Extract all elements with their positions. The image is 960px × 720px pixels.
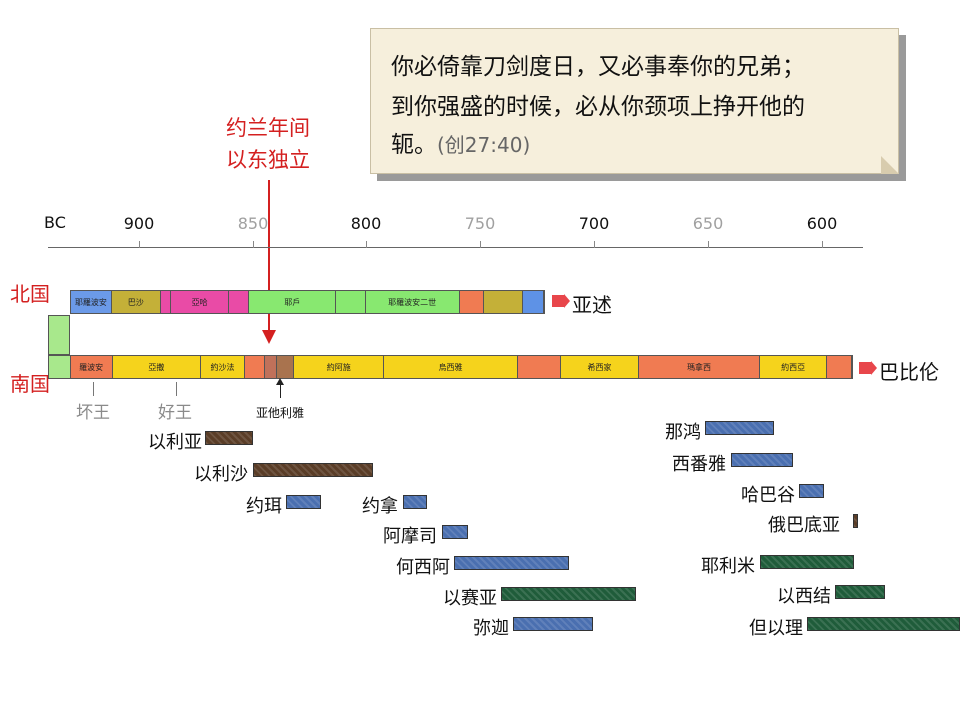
north-reign-segment: [160, 291, 172, 313]
prophet-name: 何西阿: [396, 557, 450, 578]
axis-tick-label: 900: [123, 214, 155, 233]
north-destination: 亚述: [572, 293, 612, 317]
event-line: [268, 180, 270, 330]
quote-note: 你必倚靠刀剑度日，又必事奉你的兄弟； 到你强盛的时候，必从你颈项上挣开他的 轭。…: [370, 28, 899, 174]
quote-line-2: 到你强盛的时候，必从你颈项上挣开他的: [391, 94, 805, 120]
prophet-name: 以西结: [777, 586, 831, 607]
prophet-name: 那鸿: [665, 422, 701, 443]
axis-tick-mark: [480, 241, 481, 248]
south-reign-segment: 約沙法: [200, 356, 246, 378]
south-reign-segment: 烏西雅: [384, 356, 518, 378]
axis-tick-mark: [366, 241, 367, 248]
axis-line: [48, 247, 863, 248]
prophet-ministry-bar: [454, 556, 569, 570]
prophet-ministry-bar: [513, 617, 593, 631]
south-reign-segment: 亞撒: [112, 356, 201, 378]
south-reign-segment: 約阿施: [294, 356, 385, 378]
event-label-line-2: 以东独立: [226, 148, 310, 172]
south-reign-segment: 約西亞: [759, 356, 828, 378]
axis-tick-label: 700: [578, 214, 610, 233]
prophet-name: 但以理: [749, 618, 803, 639]
prophet-name: 以赛亚: [443, 588, 497, 609]
quote-line-3-text: 轭。: [391, 132, 437, 158]
prophet-name: 西番雅: [672, 454, 726, 475]
good-king-label: 好王: [158, 403, 192, 423]
south-bar-lead: [48, 315, 70, 355]
south-destination: 巴比伦: [879, 360, 939, 384]
south-reign-segment: 瑪拿西: [639, 356, 760, 378]
prophet-ministry-bar: [705, 421, 774, 435]
athaliah-pointer: [280, 382, 281, 398]
axis-tick-label: 800: [350, 214, 382, 233]
prophet-ministry-bar: [501, 587, 636, 601]
axis-tick-label: 600: [806, 214, 838, 233]
south-reign-segment: [245, 356, 265, 378]
axis-tick-label: 850: [237, 214, 269, 233]
axis-tick-mark: [822, 241, 823, 248]
south-reign-segment: [264, 356, 277, 378]
prophet-name: 以利沙: [194, 464, 248, 485]
axis-tick-label: 650: [692, 214, 724, 233]
north-kingdom-label: 北国: [10, 282, 50, 306]
axis-era-label: BC: [44, 213, 66, 232]
prophet-ministry-bar: [799, 484, 824, 498]
north-reign-segment: [522, 291, 544, 313]
north-reign-segment: [459, 291, 485, 313]
south-kingdom-label: 南国: [10, 372, 50, 396]
prophet-ministry-bar: [853, 514, 858, 528]
axis-tick-mark: [253, 241, 254, 248]
south-reign-segment: [276, 356, 295, 378]
bad-king-pointer: [93, 382, 94, 396]
axis-tick-mark: [139, 241, 140, 248]
south-reign-segment: [49, 356, 71, 378]
prophet-name: 阿摩司: [383, 526, 437, 547]
prophet-ministry-bar: [205, 431, 253, 445]
north-reign-segment: 耶戶: [249, 291, 337, 313]
bad-king-label: 坏王: [76, 403, 110, 423]
prophet-name: 以利亚: [148, 432, 202, 453]
prophet-name: 约拿: [362, 496, 398, 517]
athaliah-arrow-icon: [276, 378, 284, 385]
north-reign-segment: [484, 291, 523, 313]
quote-line-1: 你必倚靠刀剑度日，又必事奉你的兄弟；: [391, 54, 805, 80]
prophet-ministry-bar: [760, 555, 854, 569]
south-reign-segment: [827, 356, 852, 378]
axis-tick-mark: [708, 241, 709, 248]
quote-line-3: 轭。(创27:40): [391, 125, 530, 159]
quote-reference: (创27:40): [437, 133, 531, 157]
north-reign-segment: 巴沙: [111, 291, 161, 313]
north-kingdom-bar: 耶羅波安 巴沙 亞哈 耶戶 耶羅波安二世: [70, 290, 545, 314]
south-reign-segment: [517, 356, 561, 378]
prophet-name: 弥迦: [473, 618, 509, 639]
prophet-name: 耶利米: [701, 556, 755, 577]
north-destination-arrow-icon: [552, 294, 570, 308]
north-reign-segment: 耶羅波安: [71, 291, 112, 313]
axis-tick-label: 750: [464, 214, 496, 233]
south-reign-segment: 羅波安: [70, 356, 113, 378]
north-reign-segment: [336, 291, 366, 313]
athaliah-label: 亚他利雅: [256, 406, 305, 420]
north-reign-segment: [229, 291, 250, 313]
prophet-ministry-bar: [835, 585, 885, 599]
good-king-pointer: [176, 382, 177, 396]
prophet-ministry-bar: [253, 463, 373, 477]
south-destination-arrow-icon: [859, 361, 877, 375]
event-label-line-1: 约兰年间: [226, 116, 310, 140]
prophet-ministry-bar: [286, 495, 321, 509]
north-reign-segment: 亞哈: [171, 291, 229, 313]
prophet-ministry-bar: [731, 453, 793, 467]
north-reign-segment: 耶羅波安二世: [365, 291, 460, 313]
prophet-name: 哈巴谷: [741, 485, 795, 506]
axis-tick-mark: [594, 241, 595, 248]
prophet-ministry-bar: [807, 617, 960, 631]
prophet-name: 俄巴底亚: [768, 515, 840, 536]
south-kingdom-bar: 羅波安 亞撒 約沙法 約阿施 烏西雅 希西家 瑪拿西 約西亞: [48, 315, 853, 379]
page-fold-icon: [881, 156, 899, 174]
prophet-name: 约珥: [246, 496, 282, 517]
prophet-ministry-bar: [442, 525, 468, 539]
event-arrow-icon: [262, 330, 276, 344]
prophet-ministry-bar: [403, 495, 427, 509]
south-reign-segment: 希西家: [560, 356, 640, 378]
